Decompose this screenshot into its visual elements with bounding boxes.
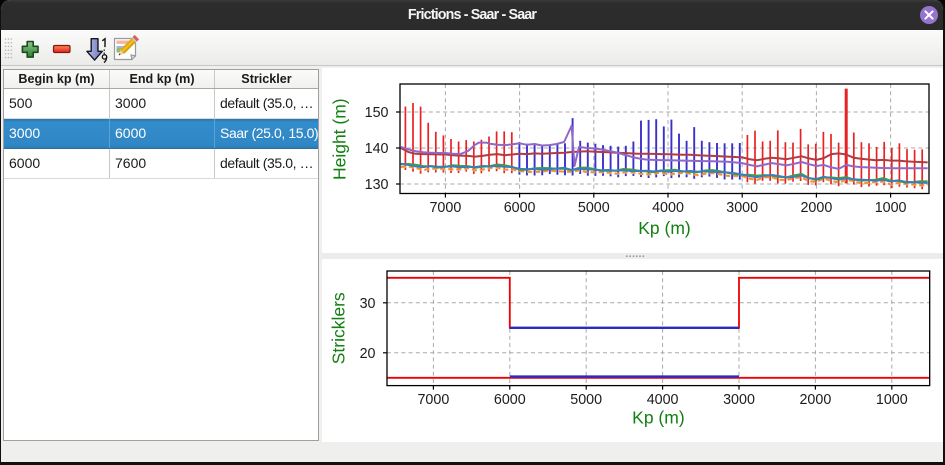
svg-text:Stricklers: Stricklers <box>329 292 349 364</box>
svg-text:30: 30 <box>360 296 376 312</box>
svg-text:6000: 6000 <box>494 392 526 408</box>
svg-text:6000: 6000 <box>504 200 536 216</box>
svg-text:140: 140 <box>365 141 389 157</box>
svg-text:Kp (m): Kp (m) <box>638 218 691 238</box>
svg-text:2000: 2000 <box>800 200 832 216</box>
svg-text:3000: 3000 <box>723 392 755 408</box>
svg-text:150: 150 <box>365 105 389 121</box>
svg-text:1000: 1000 <box>876 392 908 408</box>
svg-text:Kp (m): Kp (m) <box>632 407 685 427</box>
svg-text:Height (m): Height (m) <box>330 98 350 180</box>
svg-text:7000: 7000 <box>429 200 461 216</box>
svg-text:20: 20 <box>360 346 376 362</box>
svg-text:5000: 5000 <box>570 392 602 408</box>
svg-text:1000: 1000 <box>875 200 907 216</box>
svg-text:4000: 4000 <box>647 392 679 408</box>
svg-text:3000: 3000 <box>726 200 758 216</box>
svg-text:130: 130 <box>365 177 389 193</box>
svg-text:7000: 7000 <box>417 392 449 408</box>
svg-text:5000: 5000 <box>578 200 610 216</box>
svg-text:2000: 2000 <box>799 392 831 408</box>
svg-text:4000: 4000 <box>652 200 684 216</box>
